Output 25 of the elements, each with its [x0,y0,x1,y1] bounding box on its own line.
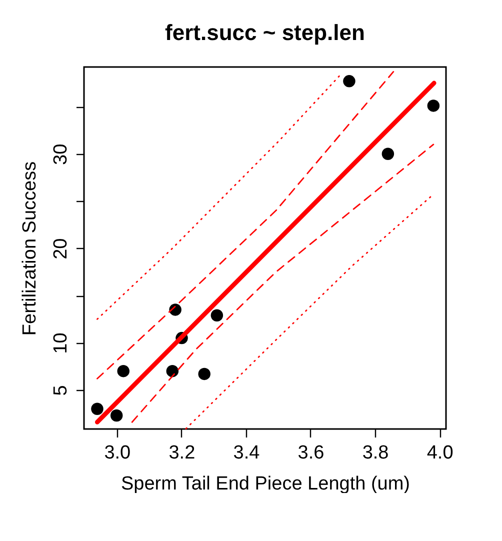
x-tick-label: 4.0 [426,442,454,464]
point [382,148,394,160]
x-tick-label: 3.6 [298,442,324,464]
x-tick-label: 3.4 [233,442,260,464]
y-tick-label: 30 [50,144,72,165]
point [343,75,356,88]
point [91,402,104,415]
line-series [131,144,434,423]
point [198,368,210,380]
point [166,364,179,378]
point [210,309,224,322]
point [169,304,182,316]
y-tick-label: 20 [50,238,72,260]
chart-title: fert.succ ~ step.len [165,20,365,45]
line-series [185,194,433,430]
x-tick-label: 3.2 [168,442,196,464]
point [110,409,123,422]
point [117,364,130,378]
y-axis-title: Fertilization Success [20,161,40,336]
y-tick-label: 5 [50,385,72,396]
x-tick-label: 3.8 [362,442,389,464]
x-tick-label: 3.0 [104,442,131,464]
line-series [96,71,394,380]
point [427,100,440,112]
y-tick-label: 10 [50,332,72,354]
